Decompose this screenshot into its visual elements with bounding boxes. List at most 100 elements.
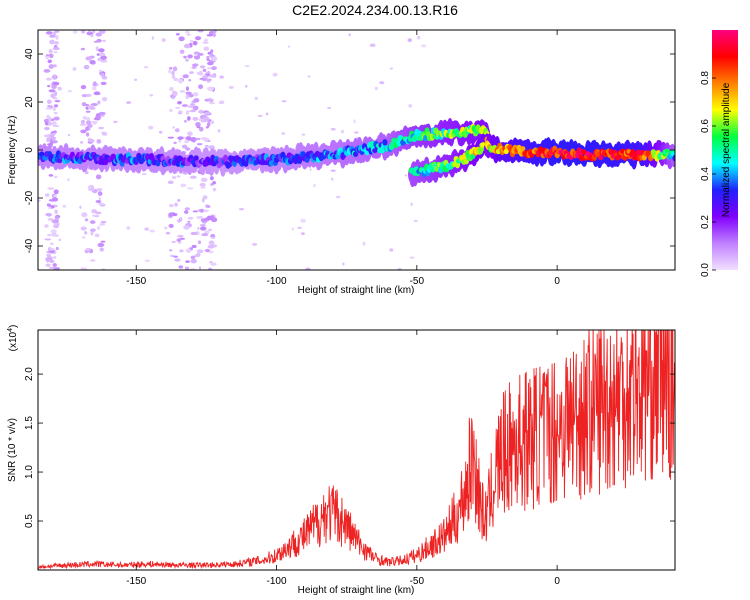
noise-speck xyxy=(87,30,91,33)
noise-speck xyxy=(97,243,105,247)
noise-speck xyxy=(300,232,305,235)
noise-speck xyxy=(44,193,50,197)
noise-speck xyxy=(181,144,188,149)
noise-speck xyxy=(183,55,187,59)
noise-speck xyxy=(101,131,107,135)
noise-speck xyxy=(201,198,205,203)
noise-speck xyxy=(50,229,57,234)
noise-speck xyxy=(102,39,106,42)
noise-speck xyxy=(189,71,194,75)
noise-speck xyxy=(188,93,194,98)
noise-speck xyxy=(178,110,183,114)
noise-speck xyxy=(48,49,53,54)
noise-speck xyxy=(100,81,107,86)
colorbar-tick-label: 0.4 xyxy=(700,167,711,181)
spectrogram-trace-2 xyxy=(483,133,675,170)
noise-speck xyxy=(90,220,96,224)
noise-speck xyxy=(47,187,55,190)
noise-speck xyxy=(202,75,209,79)
noise-speck xyxy=(199,224,206,227)
noise-speck xyxy=(168,203,174,208)
noise-speck xyxy=(407,38,413,43)
noise-speck xyxy=(171,240,176,243)
spectrogram-y-ticks: -40 -20 0 20 40 xyxy=(24,48,675,253)
noise-speck xyxy=(53,189,59,195)
noise-speck xyxy=(185,147,191,151)
noise-speck xyxy=(313,183,316,188)
noise-speck xyxy=(52,263,57,267)
noise-speck xyxy=(205,78,212,82)
noise-speck xyxy=(125,101,132,104)
noise-speck xyxy=(46,137,51,143)
noise-speck xyxy=(174,202,178,207)
noise-speck xyxy=(81,212,88,218)
noise-speck xyxy=(184,139,190,144)
noise-speck xyxy=(211,66,217,71)
noise-speck xyxy=(195,137,201,141)
snr-y-scale-label: (x104) xyxy=(7,325,19,352)
noise-speck xyxy=(177,198,181,202)
noise-speck xyxy=(80,85,87,90)
trace-point xyxy=(110,153,116,160)
noise-speck xyxy=(192,40,198,46)
noise-speck xyxy=(90,228,96,232)
trace-point xyxy=(193,155,199,162)
noise-speck xyxy=(404,174,408,177)
spectrogram-trace-1 xyxy=(408,133,491,188)
noise-speck xyxy=(212,33,216,37)
noise-speck xyxy=(100,240,106,243)
noise-speck xyxy=(80,267,88,270)
noise-speck xyxy=(186,33,191,36)
noise-speck xyxy=(192,63,199,67)
noise-speck xyxy=(172,91,178,97)
noise-speck xyxy=(184,207,191,211)
noise-speck xyxy=(169,108,173,113)
noise-speck xyxy=(327,106,332,109)
noise-speck xyxy=(181,104,189,108)
noise-speck xyxy=(203,46,210,51)
noise-speck xyxy=(379,81,385,85)
colorbar-tick-label: 0.8 xyxy=(700,71,711,85)
noise-speck xyxy=(187,54,193,59)
noise-speck xyxy=(189,39,194,43)
noise-speck xyxy=(185,248,192,254)
noise-speck xyxy=(95,32,102,37)
noise-speck xyxy=(44,126,50,131)
noise-speck xyxy=(85,110,91,113)
noise-speck xyxy=(158,130,163,134)
noise-speck xyxy=(198,266,202,270)
noise-speck xyxy=(187,220,191,223)
noise-speck xyxy=(196,215,203,220)
y-tick-label: 0.5 xyxy=(24,514,35,528)
noise-speck xyxy=(53,267,61,270)
snr-panel: -150 -100 -50 0 0.5 1.0 1.5 2.0 Height of stra… xyxy=(7,325,676,596)
trace-point xyxy=(243,161,249,167)
noise-speck xyxy=(96,139,102,144)
noise-speck xyxy=(202,68,207,72)
noise-speck xyxy=(199,77,207,81)
noise-speck xyxy=(178,36,185,42)
trace-point xyxy=(226,162,232,168)
noise-speck xyxy=(84,218,89,222)
noise-speck xyxy=(206,58,210,62)
noise-speck xyxy=(80,47,85,51)
trace-point xyxy=(520,146,526,152)
y-tick-label: -20 xyxy=(24,190,35,205)
trace-point xyxy=(222,154,229,163)
noise-speck xyxy=(196,249,204,254)
noise-speck xyxy=(54,30,60,33)
noise-speck xyxy=(410,202,413,207)
noise-speck xyxy=(176,175,181,178)
noise-speck xyxy=(95,46,99,52)
noise-speck xyxy=(206,122,211,127)
noise-speck xyxy=(389,248,394,252)
noise-speck xyxy=(43,134,50,138)
noise-speck xyxy=(174,128,180,133)
noise-speck xyxy=(189,175,197,179)
noise-speck xyxy=(85,56,92,61)
noise-speck xyxy=(99,223,106,226)
noise-speck xyxy=(173,77,179,82)
noise-speck xyxy=(201,233,209,237)
noise-speck xyxy=(185,86,189,91)
noise-speck xyxy=(97,191,103,196)
